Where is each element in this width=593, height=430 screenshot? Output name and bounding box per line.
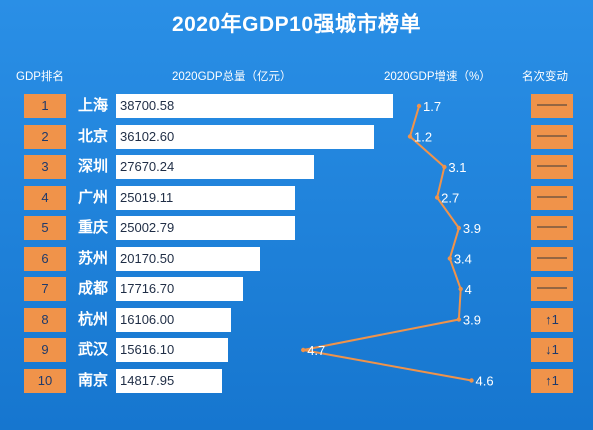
- growth-label: 4.7: [307, 343, 325, 358]
- growth-point: [434, 195, 440, 200]
- growth-point: [442, 164, 447, 170]
- rank-badge: 9: [24, 338, 66, 362]
- header-rank-change: 名次变动: [522, 71, 568, 83]
- rank-change-badge: ——: [531, 155, 573, 179]
- gdp-bar: 27670.24: [116, 155, 314, 179]
- rank-badge: 6: [24, 246, 66, 271]
- growth-label: 3.9: [463, 221, 481, 236]
- growth-point: [301, 347, 306, 353]
- growth-label: 3.4: [454, 252, 472, 267]
- city-label: 上海: [78, 97, 109, 114]
- growth-label: 3.9: [463, 313, 481, 328]
- rank-change-badge: ↑1: [531, 368, 573, 393]
- gdp-bar: 25019.11: [116, 185, 295, 210]
- growth-point: [456, 317, 462, 322]
- growth-label: 3.1: [448, 160, 466, 175]
- city-label: 重庆: [78, 219, 109, 236]
- rank-badge: 3: [24, 155, 66, 179]
- growth-point: [458, 286, 463, 292]
- growth-point: [469, 378, 474, 383]
- rank-change-badge: ↑1: [531, 307, 573, 332]
- header-gdp-growth: 2020GDP增速（%）: [384, 71, 491, 83]
- gdp-bar: 20170.50: [116, 246, 260, 271]
- rank-badge: 2: [24, 124, 66, 149]
- rank-change-badge: ——: [531, 246, 573, 271]
- rank-change-badge: ↓1: [531, 338, 573, 362]
- growth-label: 4.6: [476, 374, 494, 389]
- gdp-bar: 38700.58: [116, 94, 393, 118]
- city-label: 苏州: [78, 249, 109, 267]
- rank-badge: 7: [24, 277, 66, 301]
- header-gdp-total: 2020GDP总量（亿元）: [172, 71, 292, 83]
- growth-label: 1.2: [414, 130, 432, 145]
- rank-change-badge: ——: [531, 94, 573, 118]
- rank-badge: 5: [24, 216, 66, 240]
- gdp-bar: 25002.79: [116, 216, 295, 240]
- growth-point: [447, 256, 453, 261]
- city-label: 广州: [78, 188, 109, 206]
- gdp-bar: 36102.60: [116, 124, 374, 149]
- rank-badge: 10: [24, 368, 66, 393]
- city-label: 武汉: [78, 341, 109, 358]
- city-label: 杭州: [78, 310, 109, 328]
- rank-badge: 1: [24, 94, 66, 118]
- header-rank: GDP排名: [16, 71, 64, 83]
- gdp-bar: 16106.00: [116, 307, 231, 332]
- gdp-bar: 15616.10: [116, 338, 228, 362]
- gdp-bar: 14817.95: [116, 368, 222, 393]
- growth-label: 1.7: [423, 99, 441, 114]
- city-label: 北京: [78, 127, 109, 145]
- chart-title: 2020年GDP10强城市榜单: [171, 13, 422, 36]
- rank-change-badge: ——: [531, 216, 573, 240]
- rank-badge: 4: [24, 185, 66, 210]
- growth-point: [456, 225, 462, 231]
- city-label: 成都: [78, 280, 109, 297]
- rank-change-badge: ——: [531, 124, 573, 149]
- growth-point: [407, 134, 413, 139]
- growth-label: 4: [465, 282, 472, 297]
- city-label: 深圳: [78, 158, 109, 175]
- gdp-bar: 17716.70: [116, 277, 243, 301]
- city-label: 南京: [78, 371, 109, 389]
- rank-change-badge: ——: [531, 185, 573, 210]
- growth-point: [416, 103, 422, 109]
- rank-change-badge: ——: [531, 277, 573, 301]
- rank-badge: 8: [24, 307, 66, 332]
- growth-label: 2.7: [441, 191, 459, 206]
